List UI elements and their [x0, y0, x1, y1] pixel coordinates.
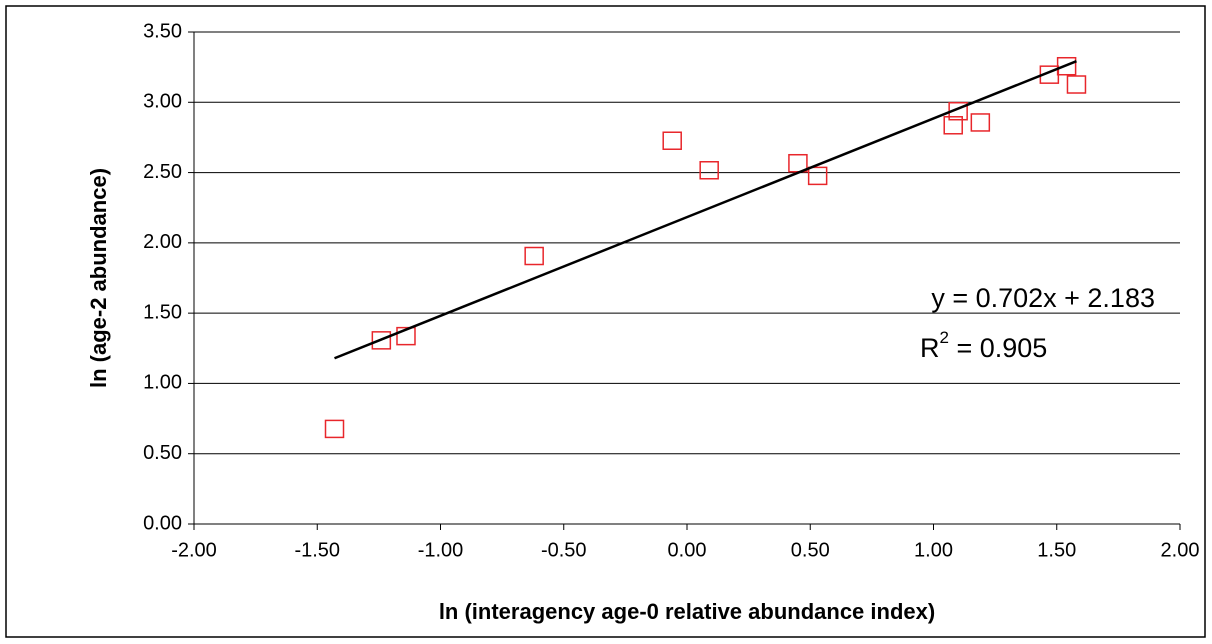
y-tick-label: 1.50: [143, 301, 182, 323]
x-axis-title: ln (interagency age-0 relative abundance…: [439, 599, 935, 624]
y-tick-label: 0.00: [143, 512, 182, 534]
trendline: [334, 60, 1077, 360]
y-axis-title: ln (age-2 abundance): [86, 168, 111, 388]
y-tick-label: 1.00: [143, 372, 182, 394]
x-tick-label: 2.00: [1161, 539, 1200, 561]
x-tick-label: -2.00: [171, 539, 217, 561]
r-squared: R2 = 0.905: [920, 328, 1047, 363]
trendline-equation: y = 0.702x + 2.183: [931, 283, 1155, 313]
x-tick-label: -1.00: [418, 539, 464, 561]
r2-prefix: R: [920, 333, 940, 363]
data-point: [662, 131, 682, 150]
x-tick-label: -1.50: [294, 539, 340, 561]
chart-frame: [5, 5, 1206, 638]
x-tick-label: 0.00: [668, 539, 707, 561]
data-point: [1066, 75, 1087, 94]
y-tick-label: 2.00: [143, 231, 182, 253]
data-point: [371, 331, 392, 350]
r2-rest: = 0.905: [949, 333, 1047, 363]
y-tick-label: 2.50: [143, 161, 182, 183]
y-tick-label: 3.00: [143, 91, 182, 113]
data-point: [324, 419, 345, 439]
x-tick-label: 1.00: [914, 539, 953, 561]
y-tick-label: 0.50: [143, 442, 182, 464]
data-point: [970, 113, 991, 132]
data-point: [943, 116, 963, 135]
data-point: [396, 326, 416, 346]
data-point: [1056, 56, 1077, 76]
data-point: [807, 166, 828, 186]
data-point: [699, 161, 719, 180]
x-tick-label: 1.50: [1037, 539, 1076, 561]
x-tick-label: 0.50: [791, 539, 830, 561]
data-point: [524, 246, 544, 266]
y-tick-label: 3.50: [143, 20, 182, 42]
x-tick-label: -0.50: [541, 539, 587, 561]
r2-sup: 2: [940, 328, 949, 347]
